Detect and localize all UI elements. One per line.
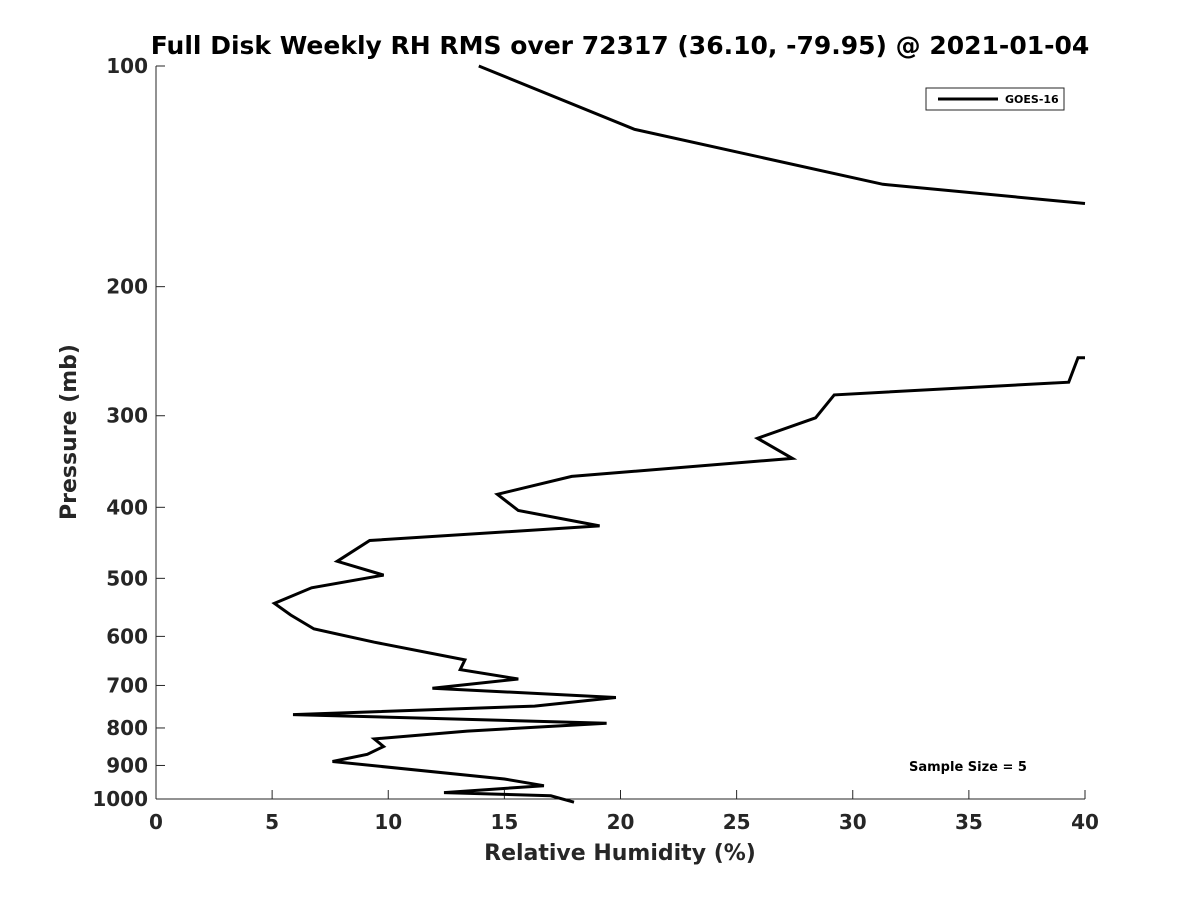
sample-size-annotation: Sample Size = 5 [909, 760, 1027, 775]
axes: 0 5 10 15 20 25 30 35 40 100 200 300 400 500 600 700 800… [92, 54, 1099, 834]
series-group [271, 64, 1086, 804]
x-tick-label: 20 [607, 810, 635, 834]
y-tick-label: 900 [106, 753, 148, 777]
y-tick-label: 400 [106, 495, 148, 519]
y-tick-label: 300 [106, 404, 148, 428]
y-axis-label: Pressure (mb) [57, 344, 82, 520]
y-tick-label: 200 [106, 275, 148, 299]
y-tick-label: 700 [106, 673, 148, 697]
y-tick-label: 600 [106, 624, 148, 648]
x-tick-label: 15 [490, 810, 518, 834]
legend: GOES-16 [925, 87, 1065, 111]
x-tick-label: 10 [374, 810, 402, 834]
y-tick-label: 100 [106, 54, 148, 78]
legend-label-goes-16: GOES-16 [1005, 93, 1059, 106]
x-tick-label: 0 [149, 810, 163, 834]
series-line-goes-16 [271, 356, 1085, 804]
x-tick-label: 35 [955, 810, 983, 834]
y-tick-label: 500 [106, 566, 148, 590]
x-tick-label: 30 [839, 810, 867, 834]
y-tick-label: 800 [106, 716, 148, 740]
y-tick-label: 1000 [92, 787, 148, 811]
x-axis-label: Relative Humidity (%) [484, 841, 756, 866]
x-tick-label: 40 [1071, 810, 1099, 834]
x-tick-label: 5 [265, 810, 279, 834]
chart-title: Full Disk Weekly RH RMS over 72317 (36.1… [151, 31, 1090, 60]
series-line-goes-16 [478, 64, 1086, 205]
x-tick-label: 25 [723, 810, 751, 834]
